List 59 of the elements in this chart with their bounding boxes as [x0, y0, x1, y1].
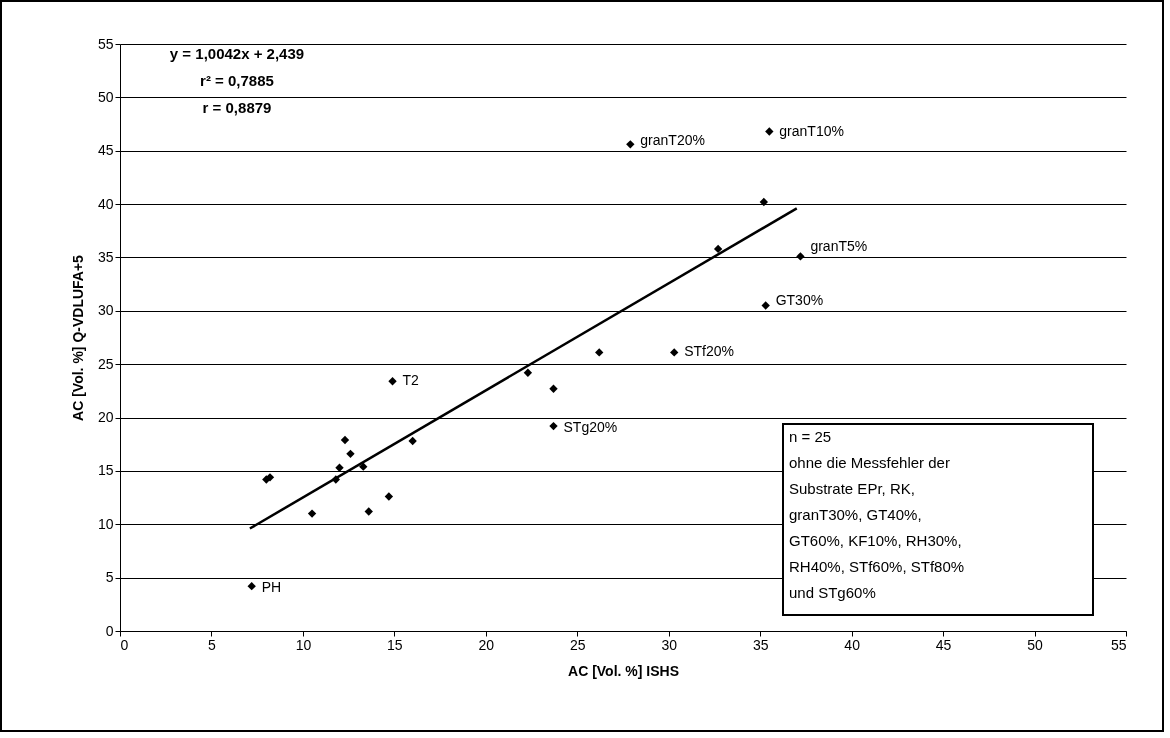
point	[335, 463, 344, 472]
annotation: STf20%	[684, 343, 735, 360]
x-tick-label: 5	[208, 636, 217, 653]
x-tick-label: 45	[935, 636, 952, 653]
y-tick-label: 40	[97, 195, 114, 212]
point	[759, 197, 769, 207]
x-tick-label: 25	[569, 636, 586, 653]
annotation: STg20%	[563, 418, 618, 435]
y-tick-label: 25	[97, 355, 114, 372]
point	[346, 449, 355, 459]
x-tick-label: 20	[478, 636, 495, 653]
y-tick-label: 20	[97, 409, 114, 426]
y-tick-label: 15	[97, 462, 114, 479]
y-tick-label: 50	[97, 88, 114, 105]
x-axis-title: AC [Vol. %] ISHS	[568, 662, 679, 679]
annotation: y = 1,0042x + 2,439	[169, 45, 305, 62]
annotation: GT30%	[775, 291, 824, 308]
y-tick-label: 30	[97, 302, 114, 319]
annotation: granT5%	[810, 238, 868, 255]
y-tick-label: 5	[105, 569, 114, 586]
x-tick-label: 35	[752, 636, 769, 653]
point	[340, 435, 350, 445]
point	[364, 507, 373, 516]
y-tick-label: 10	[97, 515, 114, 532]
annotation: granT20%	[640, 131, 705, 148]
point	[626, 140, 635, 149]
point	[549, 384, 558, 393]
point	[359, 462, 368, 471]
point	[670, 348, 679, 357]
y-tick-label: 0	[105, 622, 114, 639]
point	[549, 421, 558, 431]
annotation: n = 25 ohne die Messfehler der Substrate EPr, RK, granT30%, GT40%, GT60%, KF10%, RH30%, RH40%, STf60%, STf80% und STg60%	[789, 428, 965, 601]
x-tick-label: 30	[661, 636, 678, 653]
point	[247, 581, 256, 591]
x-tick-label: 50	[1027, 636, 1044, 653]
point	[408, 436, 417, 446]
annotation: granT10%	[779, 122, 844, 139]
x-tick-label: 10	[295, 636, 312, 653]
annotation: T2	[402, 372, 420, 389]
point	[384, 492, 394, 501]
annotation: r² = 0,7885	[200, 72, 274, 89]
x-tick-label: 40	[844, 636, 861, 653]
y-tick-label: 35	[97, 248, 114, 265]
y-axis-title: AC [Vol. %] Q-VDLUFA+5	[69, 254, 86, 421]
point	[761, 301, 770, 310]
y-tick-label: 55	[97, 35, 114, 52]
x-tick-label: 15	[387, 636, 403, 653]
point	[307, 509, 317, 518]
x-tick-label: 0	[120, 636, 129, 653]
point	[523, 368, 533, 377]
y-tick-label: 45	[97, 142, 114, 159]
point	[796, 252, 805, 261]
x-tick-label: 55	[1110, 636, 1127, 653]
annotation: r = 0,8879	[202, 99, 272, 116]
point	[595, 348, 604, 357]
point	[388, 377, 397, 386]
point	[765, 127, 774, 136]
point	[713, 244, 723, 254]
annotation: PH	[261, 578, 282, 595]
